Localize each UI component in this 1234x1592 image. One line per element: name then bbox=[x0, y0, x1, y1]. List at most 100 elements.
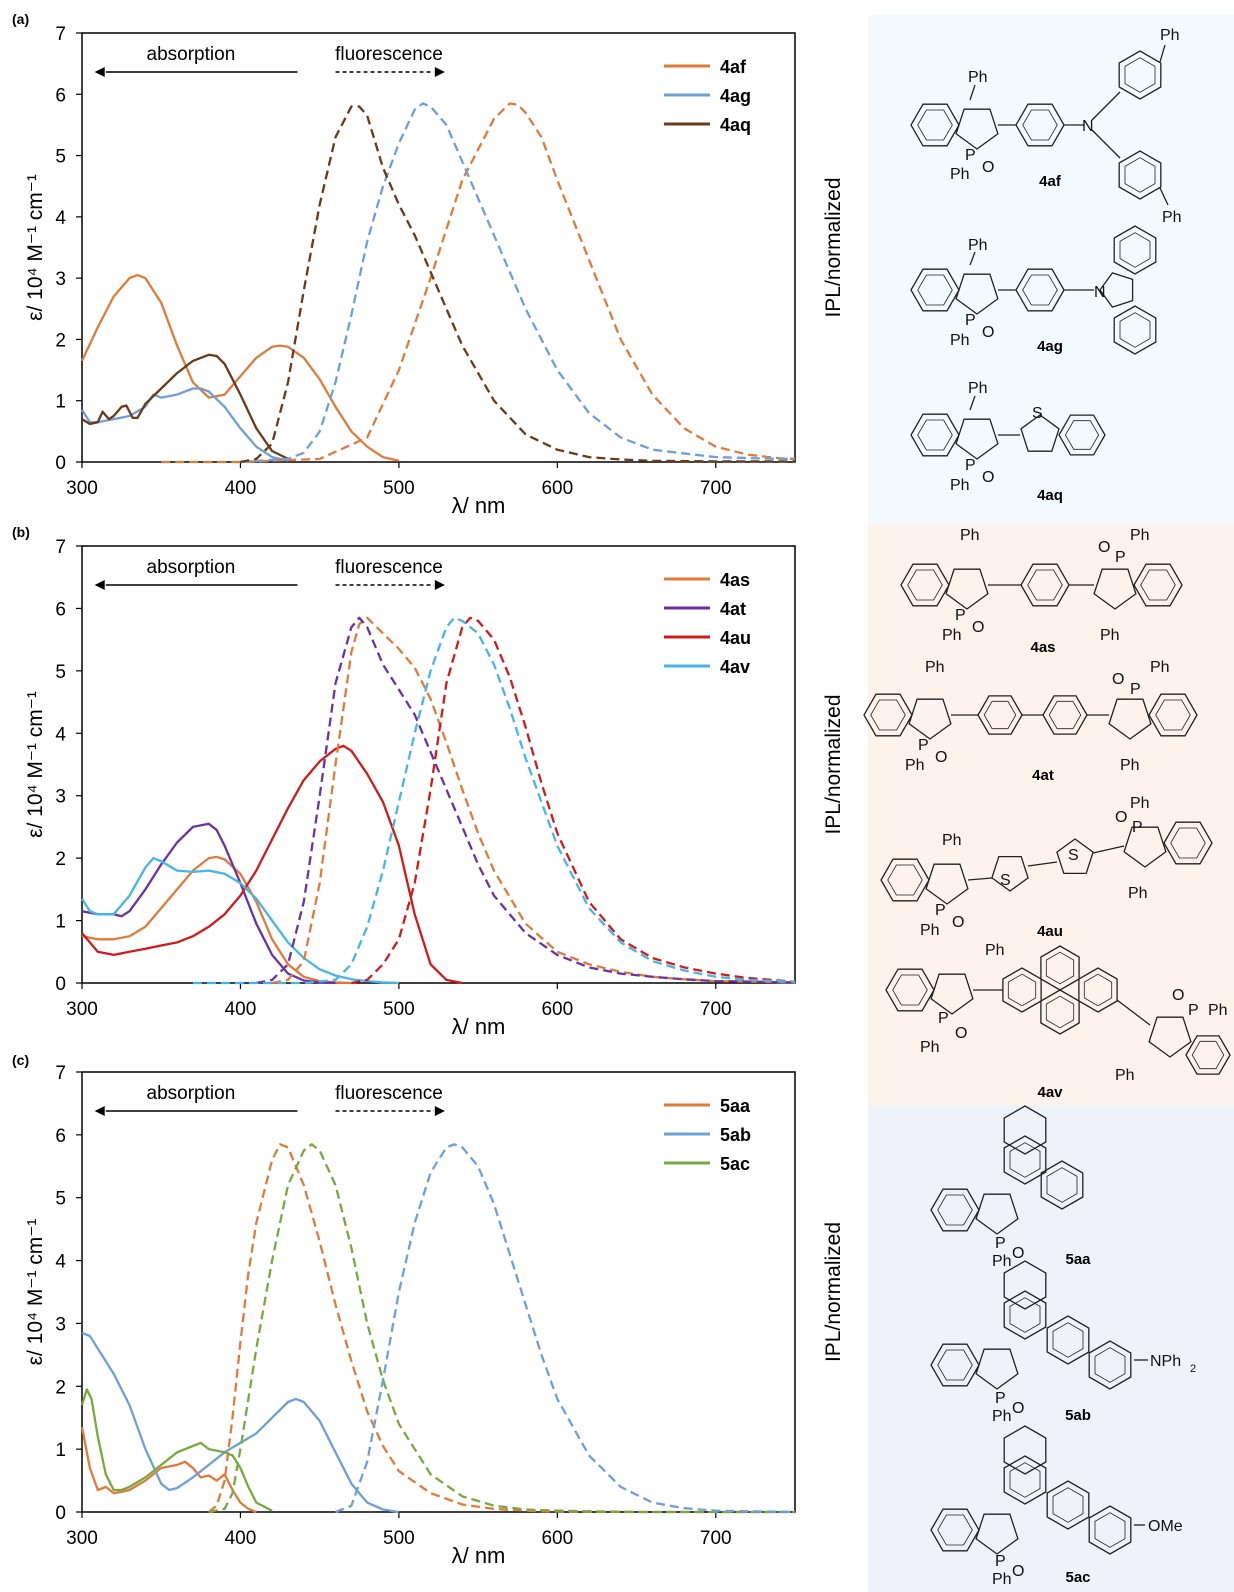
ring bbox=[1003, 1260, 1047, 1310]
compound-label: 5ac bbox=[1065, 1569, 1090, 1586]
ring-inner bbox=[1007, 973, 1037, 1007]
chart-panel-b: (b) 0 1 2 3 4 5 6 7 300 400 500 600 700 λ/ nm ε/ 10⁴ M⁻… bbox=[12, 524, 845, 1039]
structure-text: P bbox=[1132, 819, 1143, 836]
plot-frame bbox=[81, 1071, 796, 1513]
panel-label: (c) bbox=[12, 1052, 29, 1068]
panel-label: (b) bbox=[12, 524, 30, 540]
y-axis-label-left: ε/ 10⁴ M⁻¹ cm⁻¹ bbox=[24, 691, 47, 838]
x-tick-label: 400 bbox=[225, 1528, 257, 1549]
absorption-annotation: absorption bbox=[147, 44, 236, 65]
structure-text: O bbox=[1115, 809, 1127, 826]
ring-inner bbox=[917, 419, 953, 451]
ring bbox=[1003, 1135, 1047, 1185]
structure-text: Ph bbox=[1100, 627, 1120, 644]
structure-text: O bbox=[1112, 671, 1124, 688]
structure-text: P bbox=[935, 902, 946, 919]
ring-five bbox=[955, 273, 999, 315]
ring-inner bbox=[1022, 274, 1058, 306]
series-4aq-fluorescence-line bbox=[240, 105, 795, 464]
x-tick-label: 400 bbox=[225, 478, 257, 499]
ring-inner bbox=[917, 109, 953, 141]
ring-inner bbox=[1094, 1512, 1126, 1548]
structure-text: N bbox=[1082, 118, 1094, 135]
structure-text: O bbox=[972, 619, 984, 636]
bond bbox=[969, 84, 976, 101]
x-tick-label: 600 bbox=[541, 999, 573, 1020]
ring-inner bbox=[870, 699, 906, 731]
ring bbox=[1118, 150, 1162, 200]
structure-text: Ph bbox=[992, 1408, 1012, 1425]
series-4aq-absorption-line bbox=[81, 353, 289, 460]
structure-panel-c-background bbox=[868, 1105, 1234, 1592]
y-tick-label: 6 bbox=[55, 1126, 66, 1147]
structure-text: Ph bbox=[1130, 795, 1150, 812]
ring-five bbox=[955, 418, 999, 460]
structure-panel-b-background bbox=[868, 525, 1234, 1105]
structure-text: Ph bbox=[950, 332, 970, 349]
bond bbox=[1091, 129, 1121, 159]
structure-text: O bbox=[935, 749, 947, 766]
ring-inner bbox=[917, 274, 953, 306]
structure-text: Ph bbox=[968, 380, 988, 397]
structure-text: Ph bbox=[1128, 885, 1148, 902]
x-tick-label: 400 bbox=[225, 999, 257, 1020]
ring bbox=[930, 1188, 980, 1232]
structure-text: S bbox=[1068, 847, 1079, 864]
structure-text: P bbox=[995, 1390, 1006, 1407]
ring bbox=[1118, 50, 1162, 100]
ring-inner bbox=[1094, 1347, 1126, 1383]
ring-five bbox=[1108, 698, 1152, 740]
ring bbox=[910, 103, 960, 147]
structure-text: Ph bbox=[1160, 27, 1180, 44]
series-4as-absorption-line bbox=[81, 855, 352, 985]
structure-text: Ph bbox=[920, 1039, 940, 1056]
ring-inner bbox=[1124, 157, 1156, 193]
structure-text: O bbox=[952, 914, 964, 931]
y-tick-label: 3 bbox=[55, 1314, 66, 1335]
bond bbox=[1091, 91, 1121, 121]
structure-text: NPh bbox=[1150, 1353, 1181, 1370]
structure-text: 2 bbox=[1190, 1363, 1196, 1375]
structure-text: P bbox=[965, 147, 976, 164]
compound-label: 4aq bbox=[1037, 487, 1063, 504]
ring-inner bbox=[1170, 827, 1206, 859]
bond bbox=[1159, 187, 1169, 206]
x-tick-label: 600 bbox=[541, 1528, 573, 1549]
ring-five bbox=[930, 973, 974, 1015]
structure-text: P bbox=[995, 1235, 1006, 1252]
series-4au-fluorescence-line bbox=[351, 616, 796, 985]
ring bbox=[1046, 1480, 1090, 1530]
series-5ac-fluorescence-line bbox=[208, 1143, 795, 1514]
ring bbox=[930, 1508, 980, 1552]
ring-inner bbox=[892, 974, 928, 1006]
ring-inner bbox=[1009, 1142, 1041, 1178]
bond bbox=[1116, 999, 1151, 1026]
y-tick-label: 0 bbox=[55, 453, 66, 474]
series-4av-absorption-line bbox=[81, 856, 399, 985]
legend-label-4af: 4af bbox=[720, 57, 747, 77]
ring bbox=[863, 693, 913, 737]
ring-inner bbox=[937, 1194, 973, 1226]
y-tick-label: 5 bbox=[55, 147, 66, 168]
structure-text: OMe bbox=[1148, 1518, 1183, 1535]
ring bbox=[1088, 1505, 1132, 1555]
ring-five bbox=[1056, 838, 1094, 875]
ring-inner bbox=[907, 569, 943, 601]
y-tick-label: 1 bbox=[55, 1440, 66, 1461]
structure-text: P bbox=[918, 737, 929, 754]
bond bbox=[1159, 44, 1166, 63]
structure-text: O bbox=[1098, 539, 1110, 556]
series-4af-fluorescence-line bbox=[161, 102, 796, 464]
structure-text: Ph bbox=[968, 237, 988, 254]
y-axis-label-left: ε/ 10⁴ M⁻¹ cm⁻¹ bbox=[24, 1219, 47, 1366]
ring-inner bbox=[937, 1514, 973, 1546]
series-4at-fluorescence-line bbox=[256, 616, 796, 985]
y-axis-label-left: ε/ 10⁴ M⁻¹ cm⁻¹ bbox=[24, 174, 47, 321]
y-tick-label: 0 bbox=[55, 974, 66, 995]
structure-text: O bbox=[1172, 987, 1184, 1004]
legend-label-4at: 4at bbox=[720, 599, 746, 619]
series-4ag-fluorescence-line bbox=[240, 102, 795, 464]
